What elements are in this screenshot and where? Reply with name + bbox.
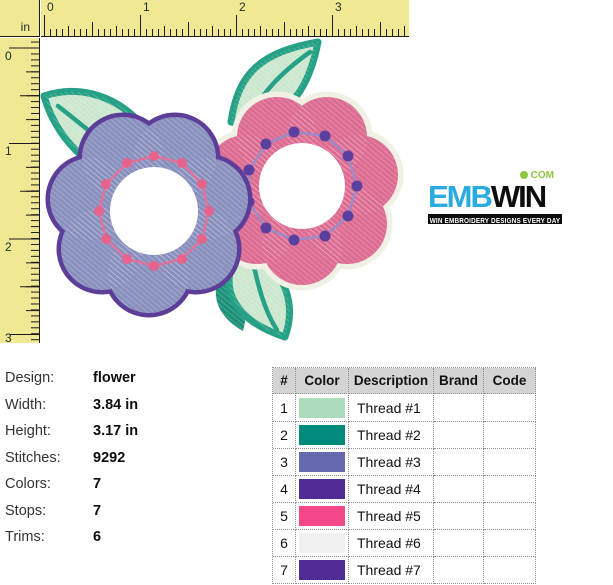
ruler-left-label-1: 1 <box>5 144 12 158</box>
logo-tagline: WIN EMBROIDERY DESIGNS EVERY DAY <box>429 216 562 224</box>
thread-code <box>484 395 536 422</box>
pink-flower-center <box>259 143 345 229</box>
ruler-horizontal: 0 1 2 3 <box>41 0 409 37</box>
thread-description: Thread #6 <box>349 530 434 557</box>
info-value: 7 <box>93 476 102 492</box>
thread-color-cell <box>296 530 349 557</box>
ruler-top-label-1: 1 <box>143 0 150 14</box>
info-label: Width: <box>5 396 47 413</box>
col-header-color: Color <box>296 368 349 394</box>
col-header-num: # <box>273 368 296 394</box>
info-value: 7 <box>93 502 102 519</box>
ruler-left-label-2: 2 <box>5 240 12 254</box>
thread-num: 6 <box>273 530 296 557</box>
info-row-height: Height: 3.17 in <box>5 422 138 441</box>
thread-description: Thread #4 <box>349 476 434 503</box>
info-label: Stops: <box>5 502 47 519</box>
thread-brand <box>434 557 484 584</box>
thread-color-swatch <box>299 452 345 472</box>
embwin-logo: COM EMBWIN WIN EMBROIDERY DESIGNS EVERY … <box>428 169 562 224</box>
info-value: 3.84 in <box>93 396 139 413</box>
logo-emb-text: EMB <box>428 179 493 214</box>
info-label: Design: <box>5 370 55 386</box>
info-row-design: Design: flower <box>5 369 138 388</box>
info-row-stitches: Stitches: 9292 <box>5 449 138 468</box>
info-value: 3.17 in <box>93 423 139 439</box>
design-info-panel: Design: flower Width: 3.84 in Height: 3.… <box>5 369 138 555</box>
ruler-corner: in <box>0 0 40 37</box>
thread-brand <box>434 476 484 503</box>
thread-description: Thread #3 <box>349 449 434 476</box>
info-value: flower <box>93 370 136 386</box>
thread-description: Thread #5 <box>349 503 434 530</box>
info-label: Stitches: <box>5 449 61 466</box>
logo-com-row: COM <box>428 169 562 181</box>
logo-win-text: WIN <box>490 179 547 214</box>
thread-color-cell <box>296 422 349 449</box>
ruler-unit-label: in <box>20 20 30 34</box>
logo-com-text: COM <box>530 169 554 181</box>
info-label: Height: <box>5 423 51 439</box>
thread-brand <box>434 530 484 557</box>
info-row-width: Width: 3.84 in <box>5 396 138 415</box>
thread-num: 1 <box>273 395 296 422</box>
purple-flower <box>50 117 248 313</box>
thread-brand <box>434 449 484 476</box>
info-value: 9292 <box>93 449 126 466</box>
info-label: Colors: <box>5 476 51 492</box>
thread-num: 2 <box>273 422 296 449</box>
ruler-left-label-3: 3 <box>5 331 12 345</box>
thread-code <box>484 476 536 503</box>
thread-color-cell <box>296 449 349 476</box>
thread-color-swatch <box>299 398 345 418</box>
thread-color-swatch <box>299 506 345 526</box>
thread-color-swatch <box>299 425 345 445</box>
thread-num: 4 <box>273 476 296 503</box>
info-label: Trims: <box>5 529 45 545</box>
thread-description: Thread #2 <box>349 422 434 449</box>
thread-code <box>484 449 536 476</box>
thread-brand <box>434 422 484 449</box>
thread-color-swatch <box>299 560 345 580</box>
thread-code <box>484 530 536 557</box>
thread-color-swatch <box>299 533 345 553</box>
thread-brand <box>434 395 484 422</box>
ruler-vertical: 0 1 2 3 <box>0 38 40 345</box>
thread-code <box>484 422 536 449</box>
info-row-stops: Stops: 7 <box>5 502 138 521</box>
thread-num: 5 <box>273 503 296 530</box>
col-header-description: Description <box>349 368 434 394</box>
col-header-brand: Brand <box>434 368 484 394</box>
col-header-code: Code <box>484 368 536 394</box>
thread-color-cell <box>296 503 349 530</box>
ruler-top-label-3: 3 <box>335 0 342 14</box>
info-row-trims: Trims: 6 <box>5 528 138 547</box>
thread-color-cell <box>296 476 349 503</box>
thread-num: 3 <box>273 449 296 476</box>
purple-flower-center <box>110 167 198 255</box>
thread-num: 7 <box>273 557 296 584</box>
pink-dot-ring <box>94 151 214 271</box>
thread-color-table: # Color Description Brand Code 1 Thread … <box>272 367 536 584</box>
thread-color-cell <box>296 557 349 584</box>
ruler-left-label-0: 0 <box>5 49 12 63</box>
thread-color-cell <box>296 395 349 422</box>
ruler-top-label-0: 0 <box>47 0 54 14</box>
thread-brand <box>434 503 484 530</box>
thread-description: Thread #1 <box>349 395 434 422</box>
ruler-top-label-2: 2 <box>239 0 246 14</box>
info-row-colors: Colors: 7 <box>5 475 138 494</box>
thread-code <box>484 557 536 584</box>
thread-code <box>484 503 536 530</box>
info-value: 6 <box>93 529 102 545</box>
logo-wordmark: EMBWIN <box>428 181 562 213</box>
embroidery-design-preview <box>0 0 613 350</box>
logo-dot-icon <box>519 171 528 179</box>
thread-color-swatch <box>299 479 345 499</box>
logo-tagline-bar: WIN EMBROIDERY DESIGNS EVERY DAY X <box>428 214 562 224</box>
thread-description: Thread #7 <box>349 557 434 584</box>
